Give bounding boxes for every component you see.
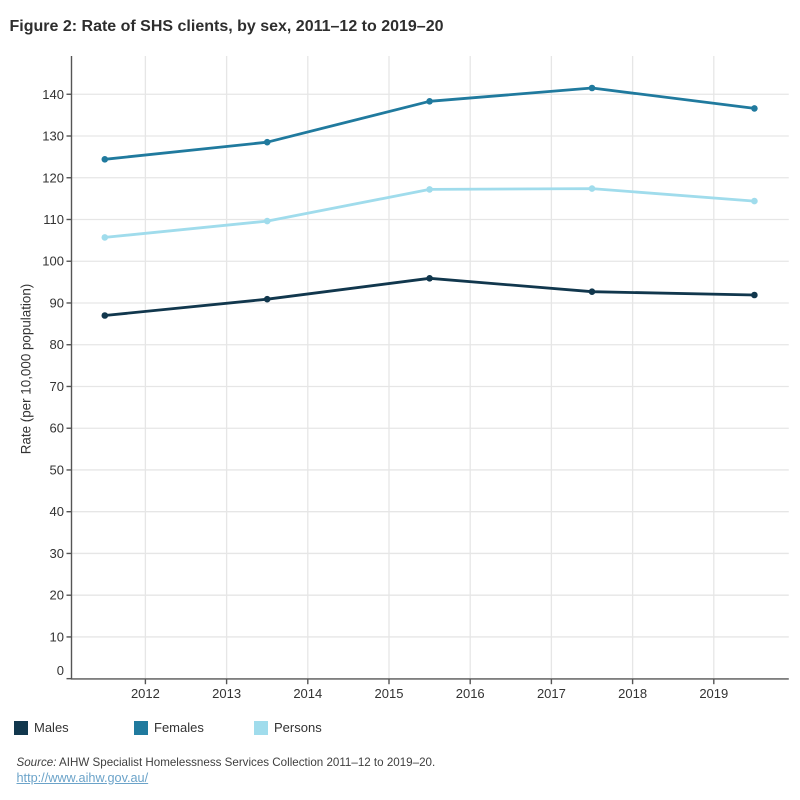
svg-text:10: 10	[50, 629, 64, 644]
svg-text:130: 130	[42, 129, 64, 144]
svg-text:2013: 2013	[212, 686, 241, 701]
svg-text:60: 60	[50, 421, 64, 436]
svg-text:2018: 2018	[618, 686, 647, 701]
svg-text:2019: 2019	[699, 686, 728, 701]
svg-text:100: 100	[42, 254, 64, 269]
svg-text:2015: 2015	[375, 686, 404, 701]
svg-text:110: 110	[43, 212, 64, 227]
svg-text:2012: 2012	[131, 686, 160, 701]
svg-text:0: 0	[57, 663, 64, 678]
svg-text:90: 90	[50, 296, 64, 311]
svg-text:120: 120	[42, 170, 64, 185]
svg-text:2014: 2014	[293, 686, 322, 701]
svg-text:20: 20	[50, 588, 64, 603]
svg-text:70: 70	[50, 379, 64, 394]
svg-text:140: 140	[42, 87, 64, 102]
svg-text:30: 30	[50, 546, 64, 561]
svg-text:40: 40	[50, 504, 64, 519]
svg-text:80: 80	[50, 337, 64, 352]
svg-text:Rate (per 10,000 population): Rate (per 10,000 population)	[19, 284, 34, 454]
svg-text:2016: 2016	[456, 686, 485, 701]
svg-text:2017: 2017	[537, 686, 566, 701]
svg-text:50: 50	[50, 463, 64, 478]
